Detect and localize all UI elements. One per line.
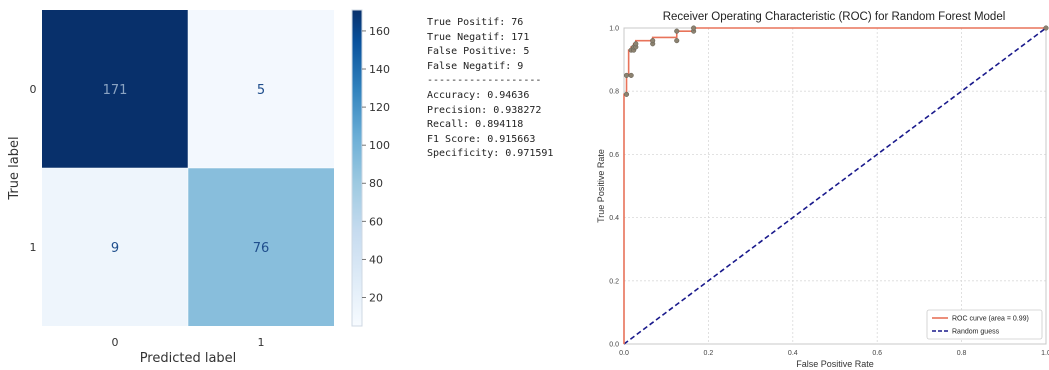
roc-x-tick-label: 0.8 — [957, 350, 967, 357]
metric-line: Recall: 0.894118 — [427, 119, 524, 131]
roc-x-tick-label: 0.4 — [788, 350, 798, 357]
legend-roc-label: ROC curve (area = 0.99) — [952, 316, 1029, 323]
roc-series — [623, 25, 1049, 345]
roc-y-tick-label: 0.8 — [609, 89, 619, 96]
metric-line: True Negatif: 171 — [427, 31, 530, 43]
roc-point — [628, 72, 634, 78]
roc-chart: Receiver Operating Characteristic (ROC) … — [596, 11, 1049, 369]
roc-y-tick-label: 0.0 — [609, 342, 619, 349]
matrix-cell-labels: 171 5 9 76 — [103, 83, 270, 256]
metric-line: Accuracy: 0.94636 — [427, 89, 530, 101]
roc-point — [623, 91, 630, 97]
roc-point — [623, 72, 630, 78]
roc-y-tick-label: 0.4 — [609, 215, 619, 222]
random-guess-line — [623, 27, 1047, 345]
roc-y-tick-label: 0.6 — [609, 152, 619, 159]
roc-point — [674, 38, 680, 44]
roc-x-tick-label: 0.2 — [704, 350, 714, 357]
roc-x-tick-label: 0.0 — [619, 350, 629, 357]
roc-x-tick-label: 1.0 — [1041, 350, 1049, 357]
matrix-cell-label: 76 — [253, 241, 270, 256]
roc-x-axis-label: False Positive Rate — [796, 359, 874, 369]
y-tick-label: 0 — [30, 83, 37, 96]
matrix-cell — [42, 168, 188, 326]
roc-point — [650, 38, 656, 44]
roc-y-axis-label: True Positive Rate — [596, 149, 606, 223]
matrix-cell — [188, 10, 334, 168]
roc-point — [1043, 25, 1049, 31]
metric-line: Specificity: 0.971591 — [427, 148, 554, 160]
x-tick-label: 0 — [112, 336, 119, 349]
colorbar-tick-label: 60 — [369, 215, 383, 228]
legend-box — [926, 309, 1043, 340]
colorbar-tick-label: 100 — [369, 139, 390, 152]
roc-title: Receiver Operating Characteristic (ROC) … — [663, 11, 1006, 23]
colorbar-ticks: 20 40 60 80 100 120 140 160 — [362, 25, 390, 304]
x-axis-label: Predicted label — [140, 351, 237, 366]
colorbar-tick-label: 80 — [369, 177, 383, 190]
x-tick-label: 1 — [258, 336, 265, 349]
metric-line: ------------------- — [427, 75, 542, 87]
colorbar — [351, 9, 363, 327]
matrix-axes: 0 1 0 1 — [30, 83, 265, 349]
colorbar-tick-label: 160 — [369, 25, 390, 38]
colorbar-tick-label: 120 — [369, 101, 390, 114]
metric-line: False Negatif: 9 — [427, 60, 524, 72]
roc-y-tick-label: 0.2 — [609, 278, 619, 285]
colorbar-tick-label: 140 — [369, 63, 390, 76]
roc-point — [674, 28, 680, 34]
metric-line: Precision: 0.938272 — [427, 104, 542, 116]
matrix-cell — [42, 10, 188, 168]
roc-legend: ROC curve (area = 0.99) Random guess — [926, 309, 1043, 340]
colorbar-tick-label: 40 — [369, 253, 383, 266]
roc-point — [633, 41, 639, 47]
matrix-cell — [188, 168, 334, 326]
legend-random-label: Random guess — [952, 329, 1000, 336]
matrix-cell-label: 5 — [257, 83, 265, 98]
roc-y-tick-label: 1.0 — [609, 26, 619, 33]
metrics-text: True Positif: 76 True Negatif: 171 False P… — [427, 16, 553, 162]
matrix-cell-label: 9 — [111, 241, 119, 256]
metric-line: F1 Score: 0.915663 — [427, 133, 536, 145]
roc-ticks: 0.0 0.2 0.4 0.6 0.8 1.0 0.0 0.2 0.4 0.6 0.8 1.0 — [609, 26, 1049, 358]
y-axis-label: True label — [7, 136, 22, 200]
metric-line: True Positif: 76 — [427, 17, 524, 28]
y-tick-label: 1 — [30, 241, 37, 254]
confusion-matrix-chart: 171 5 9 76 0 1 0 1 20 40 60 80 100 120 140 160 Predic… — [7, 9, 390, 366]
metric-line: False Positive: 5 — [427, 46, 530, 58]
roc-point — [691, 25, 697, 31]
matrix-cells — [42, 10, 334, 326]
roc-x-tick-label: 0.6 — [872, 350, 882, 357]
matrix-cell-label: 171 — [103, 83, 128, 98]
colorbar-tick-label: 20 — [369, 291, 383, 304]
